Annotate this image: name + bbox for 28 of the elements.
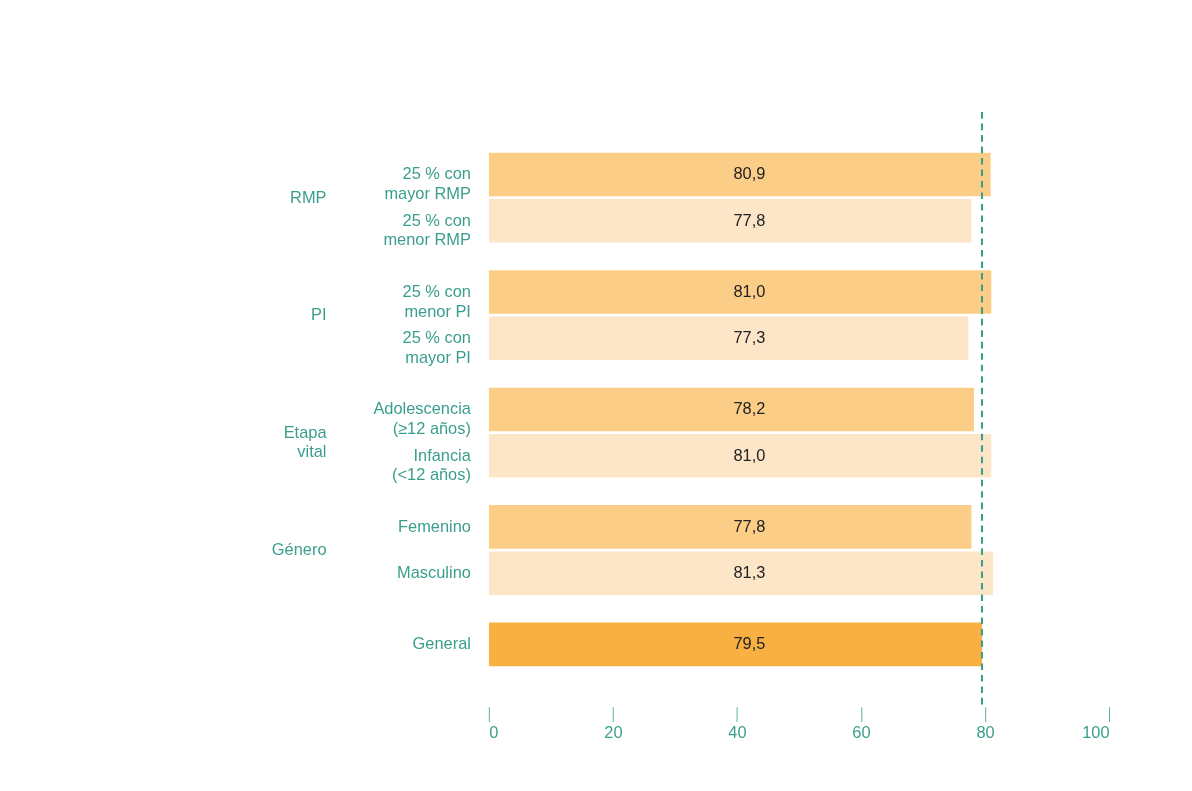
data-label: 79,5 (733, 634, 766, 653)
data-label: 78,2 (733, 399, 766, 418)
y-tick-label: 25 % con menor PI (402, 281, 471, 320)
text: PI (311, 305, 327, 324)
data-label: 81,0 (733, 445, 766, 464)
y-tick-label: General (412, 634, 471, 653)
text: Género (271, 539, 327, 558)
x-tick-label: 40 (728, 723, 747, 742)
data-label: 80,9 (733, 164, 766, 183)
data-label: 77,8 (733, 210, 766, 229)
y-tick-label: 25 % con mayor PI (402, 328, 471, 366)
y-tick-label: Femenino (398, 516, 471, 535)
data-label: 81,3 (733, 563, 766, 582)
x-tick-label: 100 (1082, 723, 1110, 742)
y-tick-label: Adolescencia (≥12 años) (373, 399, 472, 438)
x-tick-label: 80 (976, 723, 995, 742)
y-tick-label: Masculino (397, 563, 471, 582)
text: Etapa vital (283, 422, 328, 461)
x-tick-label: 60 (852, 723, 871, 742)
data-label: 77,3 (733, 328, 766, 347)
data-label: 77,8 (733, 516, 766, 535)
x-tick-label: 20 (604, 723, 623, 742)
y-tick-label: 25 % con mayor RMP (384, 164, 471, 203)
text: RMP (290, 187, 327, 206)
y-tick-label: 25 % con menor RMP (383, 210, 471, 249)
y-tick-label: Infancia (<12 años) (392, 445, 472, 484)
data-label: 81,0 (733, 281, 766, 300)
x-tick-label: 0 (489, 723, 499, 742)
